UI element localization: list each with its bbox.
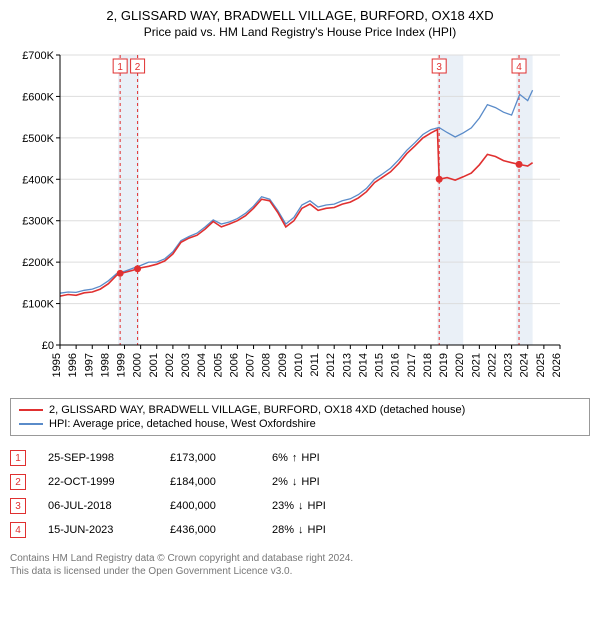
chart-title: 2, GLISSARD WAY, BRADWELL VILLAGE, BURFO… xyxy=(10,8,590,23)
arrow-down-icon: ↓ xyxy=(298,500,304,512)
svg-text:2023: 2023 xyxy=(503,353,515,377)
svg-text:2015: 2015 xyxy=(374,353,386,377)
svg-text:2007: 2007 xyxy=(245,353,257,377)
marker-pct: 2%↓HPI xyxy=(272,476,382,488)
svg-text:£400K: £400K xyxy=(22,174,54,186)
legend-swatch xyxy=(19,409,43,411)
marker-row: 2 22-OCT-1999 £184,000 2%↓HPI xyxy=(10,470,590,494)
svg-text:2011: 2011 xyxy=(309,353,321,377)
marker-date: 25-SEP-1998 xyxy=(48,452,148,464)
marker-price: £400,000 xyxy=(170,500,250,512)
legend-item: 2, GLISSARD WAY, BRADWELL VILLAGE, BURFO… xyxy=(19,403,581,417)
svg-text:£0: £0 xyxy=(42,340,54,352)
marker-pct: 23%↓HPI xyxy=(272,500,382,512)
marker-number-box: 3 xyxy=(10,498,26,514)
svg-text:2010: 2010 xyxy=(293,353,305,377)
svg-text:2026: 2026 xyxy=(551,353,563,377)
price-chart-svg: £0 £100K £200K £300K £400K £500K £600K £700K 199… xyxy=(10,45,570,385)
attribution-line-1: Contains HM Land Registry data © Crown c… xyxy=(10,552,590,565)
marker-price: £436,000 xyxy=(170,524,250,536)
legend-item: HPI: Average price, detached house, West… xyxy=(19,417,581,431)
svg-text:£100K: £100K xyxy=(22,299,54,311)
marker-pct: 6%↑HPI xyxy=(272,452,382,464)
svg-text:£500K: £500K xyxy=(22,133,54,145)
svg-text:£300K: £300K xyxy=(22,216,54,228)
svg-text:£700K: £700K xyxy=(22,50,54,62)
svg-text:2006: 2006 xyxy=(228,353,240,377)
marker-price: £184,000 xyxy=(170,476,250,488)
attribution-text: Contains HM Land Registry data © Crown c… xyxy=(10,552,590,578)
svg-text:1999: 1999 xyxy=(116,353,128,377)
markers-table: 1 25-SEP-1998 £173,000 6%↑HPI 2 22-OCT-1999 £1… xyxy=(10,446,590,542)
chart-subtitle: Price paid vs. HM Land Registry's House … xyxy=(10,25,590,39)
attribution-line-2: This data is licensed under the Open Gov… xyxy=(10,565,590,578)
marker-date: 06-JUL-2018 xyxy=(48,500,148,512)
svg-text:2024: 2024 xyxy=(519,353,531,377)
svg-text:£600K: £600K xyxy=(22,91,54,103)
svg-text:1998: 1998 xyxy=(99,353,111,377)
svg-text:4: 4 xyxy=(516,62,522,73)
svg-text:2003: 2003 xyxy=(180,353,192,377)
marker-number-box: 4 xyxy=(10,522,26,538)
svg-text:1997: 1997 xyxy=(83,353,95,377)
arrow-down-icon: ↓ xyxy=(298,524,304,536)
svg-text:2002: 2002 xyxy=(164,353,176,377)
svg-text:2022: 2022 xyxy=(486,353,498,377)
svg-text:2021: 2021 xyxy=(470,353,482,377)
svg-text:2005: 2005 xyxy=(212,353,224,377)
marker-number-box: 2 xyxy=(10,474,26,490)
svg-text:2012: 2012 xyxy=(325,353,337,377)
svg-text:3: 3 xyxy=(436,62,442,73)
legend: 2, GLISSARD WAY, BRADWELL VILLAGE, BURFO… xyxy=(10,398,590,436)
legend-swatch xyxy=(19,423,43,425)
svg-text:1995: 1995 xyxy=(51,353,63,377)
svg-text:2014: 2014 xyxy=(357,353,369,377)
chart-title-block: 2, GLISSARD WAY, BRADWELL VILLAGE, BURFO… xyxy=(10,8,590,39)
svg-text:2018: 2018 xyxy=(422,353,434,377)
legend-label: 2, GLISSARD WAY, BRADWELL VILLAGE, BURFO… xyxy=(49,404,465,416)
svg-text:2020: 2020 xyxy=(454,353,466,377)
svg-text:2017: 2017 xyxy=(406,353,418,377)
svg-text:2004: 2004 xyxy=(196,353,208,377)
legend-label: HPI: Average price, detached house, West… xyxy=(49,418,316,430)
marker-row: 1 25-SEP-1998 £173,000 6%↑HPI xyxy=(10,446,590,470)
svg-text:2: 2 xyxy=(135,62,141,73)
svg-text:2009: 2009 xyxy=(277,353,289,377)
svg-text:2000: 2000 xyxy=(132,353,144,377)
svg-text:2019: 2019 xyxy=(438,353,450,377)
svg-text:£200K: £200K xyxy=(22,257,54,269)
chart-area: £0 £100K £200K £300K £400K £500K £600K £700K 199… xyxy=(10,45,590,388)
marker-price: £173,000 xyxy=(170,452,250,464)
marker-date: 22-OCT-1999 xyxy=(48,476,148,488)
marker-number-box: 1 xyxy=(10,450,26,466)
svg-text:2016: 2016 xyxy=(390,353,402,377)
svg-text:2025: 2025 xyxy=(535,353,547,377)
marker-row: 3 06-JUL-2018 £400,000 23%↓HPI xyxy=(10,494,590,518)
svg-text:2013: 2013 xyxy=(341,353,353,377)
marker-row: 4 15-JUN-2023 £436,000 28%↓HPI xyxy=(10,518,590,542)
svg-text:2001: 2001 xyxy=(148,353,160,377)
arrow-down-icon: ↓ xyxy=(292,476,298,488)
svg-text:1996: 1996 xyxy=(67,353,79,377)
marker-pct: 28%↓HPI xyxy=(272,524,382,536)
svg-text:1: 1 xyxy=(117,62,123,73)
marker-date: 15-JUN-2023 xyxy=(48,524,148,536)
svg-text:2008: 2008 xyxy=(261,353,273,377)
arrow-up-icon: ↑ xyxy=(292,452,298,464)
